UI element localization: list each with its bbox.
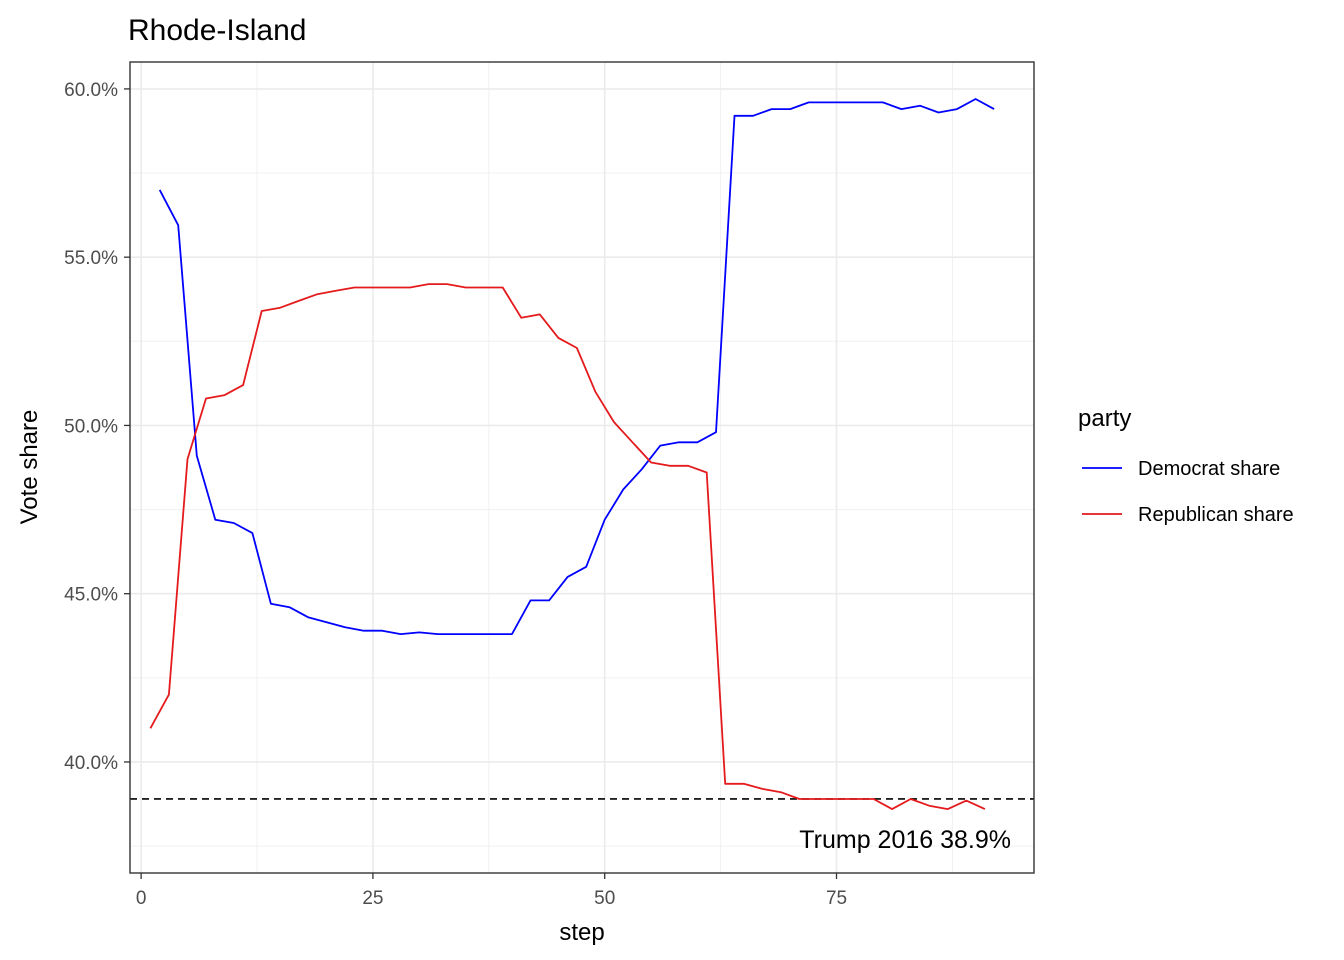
- series-line-republican-share: [149, 283, 986, 810]
- x-axis-title: step: [559, 919, 604, 946]
- y-axis: 40.0% 45.0% 50.0% 55.0% 60.0%: [64, 80, 130, 774]
- y-tick-label: 60.0%: [64, 80, 118, 101]
- plot-background: [130, 62, 1034, 873]
- y-tick-label: 40.0%: [64, 753, 118, 774]
- x-tick-label: 25: [362, 888, 383, 909]
- legend-label-democrat-share: Democrat share: [1138, 458, 1280, 480]
- y-tick-label: 55.0%: [64, 248, 118, 269]
- minor-gridlines: [130, 62, 1034, 873]
- chart-title: Rhode-Island: [128, 14, 306, 47]
- legend-title: party: [1078, 405, 1131, 432]
- series-line-democrat-share: [158, 98, 995, 635]
- legend: party Democrat share Republican share: [1078, 405, 1294, 526]
- x-tick-label: 0: [136, 888, 147, 909]
- y-tick-label: 45.0%: [64, 585, 118, 606]
- x-tick-label: 75: [826, 888, 847, 909]
- series-group: [149, 98, 995, 810]
- y-axis-title: Vote share: [16, 410, 43, 525]
- reference-line-label: Trump 2016 38.9%: [799, 826, 1011, 854]
- x-axis: 0 25 50 75: [136, 873, 847, 909]
- y-tick-label: 50.0%: [64, 416, 118, 437]
- plot-border: [129, 61, 1035, 874]
- legend-label-republican-share: Republican share: [1138, 504, 1294, 526]
- major-gridlines: [130, 62, 1034, 873]
- x-tick-label: 50: [594, 888, 615, 909]
